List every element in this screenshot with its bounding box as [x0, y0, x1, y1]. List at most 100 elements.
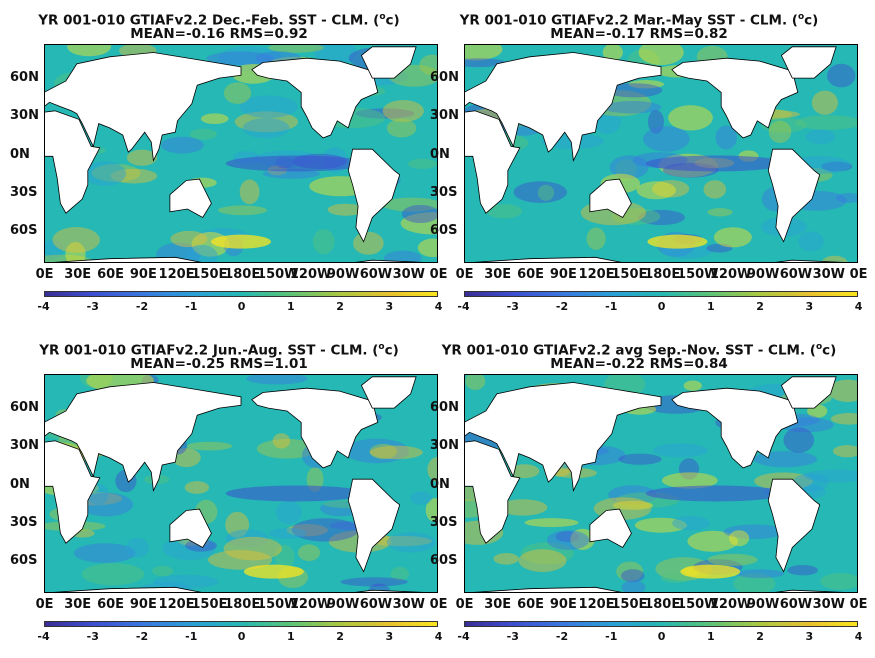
- colorbar-tick-label: 3: [805, 630, 814, 643]
- lon-tick-label: 120W: [289, 597, 332, 612]
- colorbar-tick-label: 4: [854, 630, 863, 643]
- lon-tick-label: 150E: [611, 267, 648, 282]
- colorbar: [44, 291, 438, 297]
- anomaly-patch: [206, 51, 274, 65]
- map-frame: [44, 44, 438, 263]
- land-mass: [44, 382, 242, 493]
- anomaly-patch: [520, 542, 574, 565]
- lon-tick-label: 150W: [257, 267, 299, 282]
- anomaly-patch: [652, 180, 690, 198]
- anomaly-patch: [297, 544, 321, 561]
- anomaly-patch: [836, 192, 858, 203]
- anomaly-patch: [370, 445, 423, 460]
- panel-stats: MEAN=-0.16 RMS=0.92: [130, 26, 308, 42]
- anomaly-patch: [172, 448, 201, 468]
- land-mass: [767, 148, 821, 243]
- anomaly-patch: [603, 101, 662, 114]
- anomaly-patch: [735, 569, 785, 578]
- warm-anomaly: [647, 234, 708, 249]
- anomaly-patch: [493, 553, 519, 565]
- map-frame: [464, 44, 858, 263]
- anomaly-patch: [827, 63, 856, 88]
- anomaly-patch: [81, 563, 145, 586]
- lon-tick-label: 0E: [35, 267, 54, 282]
- colorbar-tick-label: 1: [286, 630, 295, 643]
- anomaly-patch: [628, 80, 664, 89]
- anomaly-patch: [555, 531, 580, 543]
- anomaly-patch: [811, 90, 838, 115]
- lon-tick-label: 90E: [549, 597, 577, 612]
- map-frame: [464, 374, 858, 593]
- lon-tick-label: 60E: [97, 597, 125, 612]
- anomaly-patch: [208, 550, 273, 570]
- anomaly-patch: [518, 549, 567, 572]
- anomaly-patch: [661, 573, 691, 583]
- panel-stats: MEAN=-0.17 RMS=0.82: [550, 26, 728, 42]
- colorbar: [464, 621, 858, 627]
- lon-tick-label: 120W: [709, 597, 752, 612]
- lat-tick-label: 30S: [430, 515, 458, 530]
- land-mass: [464, 440, 521, 544]
- anomaly-patch: [417, 238, 438, 258]
- panel-jja: YR 001-010 GTIAFv2.2 Jun.-Aug. SST - CLM…: [0, 330, 448, 658]
- colorbar-tick-label: 4: [434, 630, 443, 643]
- anomaly-patch: [184, 481, 210, 494]
- sst-map: [44, 374, 438, 593]
- lat-tick-label: 30N: [10, 108, 39, 123]
- anomaly-patch: [798, 231, 824, 252]
- anomaly-patch: [832, 445, 858, 458]
- degree-sup: o: [815, 342, 823, 352]
- colorbar-tick-label: 4: [854, 300, 863, 313]
- land-mass: [360, 376, 417, 409]
- colorbar-tick-label: -3: [506, 630, 519, 643]
- lon-tick-label: 0E: [429, 267, 448, 282]
- anomaly-patch: [634, 517, 687, 533]
- colorbar-tick-label: -4: [457, 630, 470, 643]
- title-unit: c): [804, 12, 819, 29]
- anomaly-patch: [636, 181, 676, 200]
- title-text: YR 001-010 GTIAFv2.2 Dec.-Feb. SST - CLM…: [38, 12, 380, 29]
- panel-title: YR 001-010 GTIAFv2.2 Jun.-Aug. SST - CLM…: [0, 339, 438, 359]
- land-mass: [671, 387, 799, 469]
- colorbar-tick-label: 4: [434, 300, 443, 313]
- colorbar-tick-label: 2: [336, 630, 344, 643]
- anomaly-patch: [340, 577, 408, 587]
- lon-tick-label: 0E: [429, 597, 448, 612]
- anomaly-patch: [225, 529, 269, 548]
- lon-tick-label: 120E: [158, 597, 195, 612]
- lat-tick-label: 60S: [10, 553, 38, 568]
- anomaly-patch: [638, 44, 684, 66]
- anomaly-patch: [186, 441, 233, 451]
- lon-tick-label: 0E: [455, 597, 474, 612]
- colorbar-tick-label: 0: [237, 300, 246, 313]
- anomaly-patch: [715, 125, 737, 150]
- anomaly-patch: [609, 155, 649, 179]
- anomaly-patch: [524, 518, 579, 528]
- lon-tick-label: 0E: [35, 597, 54, 612]
- anomaly-patch: [52, 227, 100, 253]
- colorbar-tick-label: 2: [756, 630, 764, 643]
- colorbar-tick-label: -4: [37, 630, 50, 643]
- anomaly-patch: [268, 527, 307, 539]
- land-mass: [169, 508, 212, 549]
- anomaly-patch: [370, 535, 432, 547]
- anomaly-patch: [80, 492, 133, 517]
- colorbar-tick-label: 3: [805, 300, 814, 313]
- lon-tick-label: 180E: [644, 597, 681, 612]
- anomaly-patch: [65, 242, 86, 263]
- anomaly-patch: [546, 530, 590, 550]
- anomaly-patch: [91, 164, 141, 182]
- anomaly-patch: [668, 105, 713, 131]
- degree-sup: o: [379, 12, 386, 22]
- lon-tick-label: 60W: [779, 597, 813, 612]
- anomaly-patch: [126, 149, 158, 166]
- title-unit: c): [822, 342, 837, 359]
- anomaly-patch: [170, 230, 208, 248]
- lat-tick-label: 0N: [430, 147, 450, 162]
- anomaly-patch: [401, 205, 438, 223]
- anomaly-patch: [185, 244, 218, 263]
- lat-tick-label: 30S: [10, 185, 38, 200]
- lon-tick-label: 0E: [849, 267, 868, 282]
- colorbar-tick-label: 1: [706, 300, 715, 313]
- lon-tick-label: 90E: [129, 267, 157, 282]
